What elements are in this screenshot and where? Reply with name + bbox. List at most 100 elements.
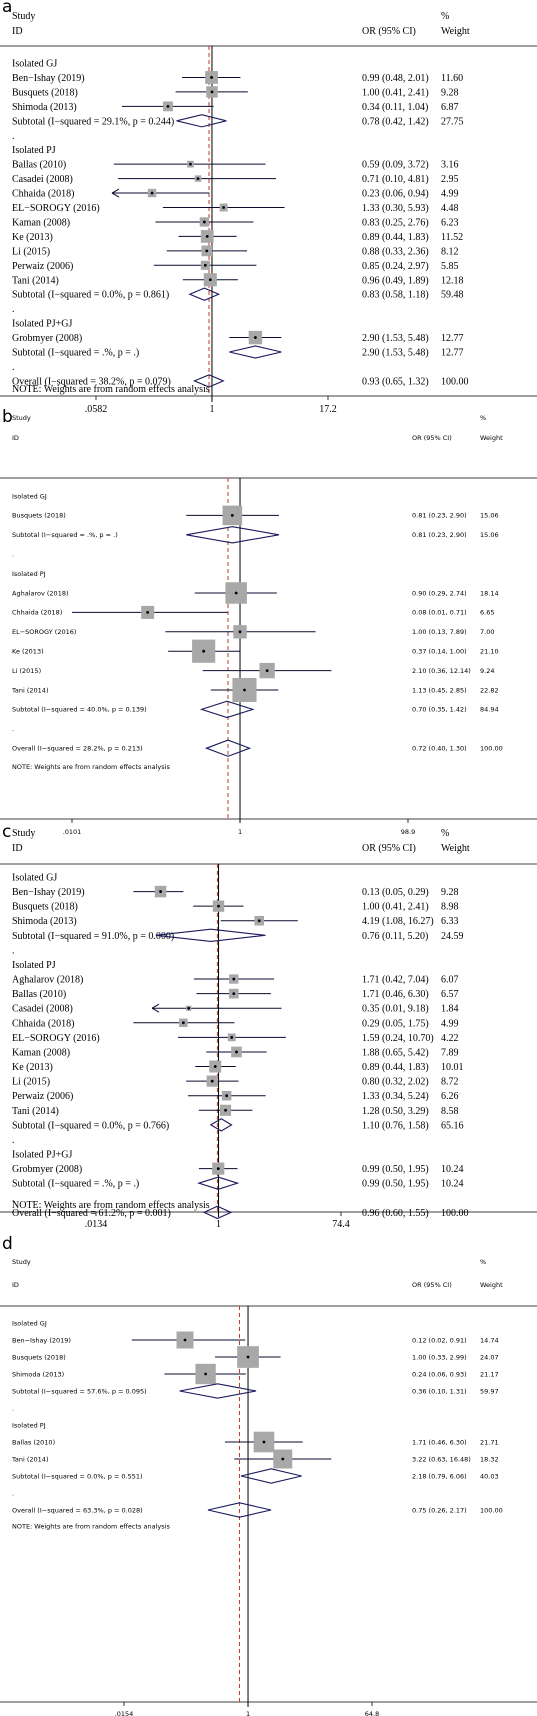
or-ci-text: 0.90 (0.29, 2.74) xyxy=(412,589,467,597)
spacer-dot: . xyxy=(12,1489,14,1497)
weight-text: 4.22 xyxy=(441,1033,459,1044)
point-estimate xyxy=(210,76,213,79)
study-label: Grobmyer (2008) xyxy=(12,333,82,344)
header-or: OR (95% CI) xyxy=(412,434,452,442)
study-row: Shimoda (2013) 0.34 (0.11, 1.04) 6.87 xyxy=(12,101,459,113)
subtotal-row: Subtotal (I−squared = 57.6%, p = 0.095) 0… xyxy=(12,1383,499,1399)
header-id: ID xyxy=(12,26,23,37)
header-pct: % xyxy=(480,414,486,422)
study-row: Shimoda (2013) 4.19 (1.08, 16.27) 6.33 xyxy=(12,915,459,927)
or-ci-text: 1.00 (0.41, 2.41) xyxy=(362,902,429,913)
study-label: Tani (2014) xyxy=(12,275,59,286)
header-weight: Weight xyxy=(480,1281,503,1289)
weight-text: 18.14 xyxy=(480,589,499,597)
dot-row: . xyxy=(12,362,15,373)
spacer-dot: . xyxy=(12,1404,14,1412)
weight-text: 7.00 xyxy=(480,628,494,636)
or-ci-text: 4.19 (1.08, 16.27) xyxy=(362,916,434,927)
study-label: Grobmyer (2008) xyxy=(12,1164,82,1175)
weight-text: 7.89 xyxy=(441,1047,459,1058)
or-ci-text: 1.28 (0.50, 3.29) xyxy=(362,1106,429,1117)
subtotal-row: Subtotal (I−squared = 29.1%, p = 0.244) 0… xyxy=(12,114,464,128)
subtotal-diamond xyxy=(240,1468,302,1484)
x-tick-label: 1 xyxy=(246,1710,250,1716)
point-estimate xyxy=(265,669,269,672)
x-tick-label: .0154 xyxy=(115,1710,134,1716)
x-tick-label: .0101 xyxy=(63,828,82,836)
or-ci-text: 1.00 (0.13, 7.89) xyxy=(412,628,467,636)
or-ci-text: 0.34 (0.11, 1.04) xyxy=(362,102,428,113)
subtotal-label: Subtotal (I−squared = 29.1%, p = 0.244) xyxy=(12,116,174,127)
spacer-dot: . xyxy=(12,945,15,956)
study-label: Ben−Ishay (2019) xyxy=(12,73,85,84)
table-header: Study ID OR (95% CI)% Weight xyxy=(12,11,470,37)
study-row: Ke (2013) 0.89 (0.44, 1.83) 10.01 xyxy=(12,1060,464,1073)
study-label: Ke (2013) xyxy=(12,1062,53,1073)
weight-text: 8.72 xyxy=(441,1077,459,1088)
or-ci-text: 0.36 (0.10, 1.31) xyxy=(412,1387,467,1395)
subtotal-row: Subtotal (I−squared = 91.0%, p = 0.000) 0… xyxy=(12,928,464,942)
spacer-dot: . xyxy=(12,1193,15,1204)
study-row: Busquets (2018) 0.81 (0.23, 2.90) 15.06 xyxy=(12,505,499,526)
study-label: EL−SOROGY (2016) xyxy=(12,1033,100,1044)
point-estimate xyxy=(205,235,209,238)
header-study: Study xyxy=(12,1258,31,1266)
study-label: Perwaiz (2006) xyxy=(12,261,73,272)
point-estimate xyxy=(203,263,207,267)
study-label: Busquets (2018) xyxy=(12,87,78,98)
study-label: Ballas (2010) xyxy=(12,989,66,1000)
weight-text: 6.87 xyxy=(441,102,459,113)
point-estimate xyxy=(210,1079,214,1083)
weight-text: 12.77 xyxy=(441,348,464,359)
or-ci-text: 1.10 (0.76, 1.58) xyxy=(362,1120,429,1131)
weight-text: 100.00 xyxy=(441,1208,469,1219)
point-estimate xyxy=(202,220,206,224)
weight-text: 100.00 xyxy=(441,376,469,387)
study-row: Chhaida (2018) 0.08 (0.01, 0.71) 6.65 xyxy=(12,605,494,619)
subtotal-label: Subtotal (I−squared = 0.0%, p = 0.766) xyxy=(12,1120,169,1131)
study-row: Li (2015) 0.88 (0.33, 2.36) 8.12 xyxy=(12,245,459,257)
header-weight: Weight xyxy=(441,843,470,854)
study-row: Li (2015) 2.10 (0.36, 12.14) 9.24 xyxy=(12,662,494,679)
weight-text: 6.23 xyxy=(441,217,459,228)
or-ci-text: 1.00 (0.41, 2.41) xyxy=(362,87,429,98)
header-or: OR (95% CI) xyxy=(362,26,416,37)
point-estimate xyxy=(224,1108,227,1112)
point-estimate xyxy=(187,1006,191,1010)
study-row: Busquets (2018) 1.00 (0.41, 2.41) 9.28 xyxy=(12,86,459,98)
point-estimate xyxy=(262,1440,266,1444)
header-or: OR (95% CI) xyxy=(412,1281,452,1289)
weight-text: 6.26 xyxy=(441,1091,459,1102)
panel-label: d xyxy=(2,1234,13,1254)
study-row: Ballas (2010) 1.71 (0.46, 6.30) 6.57 xyxy=(12,988,459,1000)
or-ci-text: 0.70 (0.35, 1.42) xyxy=(412,706,467,714)
weight-text: 21.10 xyxy=(480,647,499,655)
study-label: Tani (2014) xyxy=(12,1106,59,1117)
point-estimate xyxy=(189,162,192,166)
header-study: Study xyxy=(12,828,35,839)
study-label: Ballas (2010) xyxy=(12,160,66,171)
overall-label: Overall (I−squared = 38.2%, p = 0.079) xyxy=(12,376,171,387)
overall-row: Overall (I−squared = 28.2%, p = 0.213) 0.… xyxy=(12,739,503,757)
study-row: Ballas (2010) 1.71 (0.46, 6.30) 21.71 xyxy=(12,1431,499,1453)
or-ci-text: 0.29 (0.05, 1.75) xyxy=(362,1018,429,1029)
subtotal-label: Subtotal (I−squared = 91.0%, p = 0.000) xyxy=(12,931,174,942)
weight-text: 1.84 xyxy=(441,1004,459,1015)
point-estimate xyxy=(246,1355,250,1359)
study-label: Shimoda (2013) xyxy=(12,1370,64,1378)
dot-row: . xyxy=(12,1489,14,1497)
group-label: Isolated PJ xyxy=(12,960,56,971)
point-estimate xyxy=(238,630,242,634)
subtotal-row: Subtotal (I−squared = .%, p = .) 2.90 (1.… xyxy=(12,345,464,359)
or-ci-text: 2.10 (0.36, 12.14) xyxy=(412,667,471,675)
or-ci-text: 0.76 (0.11, 5.20) xyxy=(362,931,428,942)
point-estimate xyxy=(243,688,246,692)
point-estimate xyxy=(234,591,238,595)
header-pct: % xyxy=(441,828,449,839)
note-text: NOTE: Weights are from random effects an… xyxy=(12,384,210,395)
weight-text: 65.16 xyxy=(441,1120,464,1131)
or-ci-text: 0.37 (0.14, 1.00) xyxy=(412,647,467,655)
dot-row: . xyxy=(12,945,15,956)
study-row: Ke (2013) 0.37 (0.14, 1.00) 21.10 xyxy=(12,639,499,663)
